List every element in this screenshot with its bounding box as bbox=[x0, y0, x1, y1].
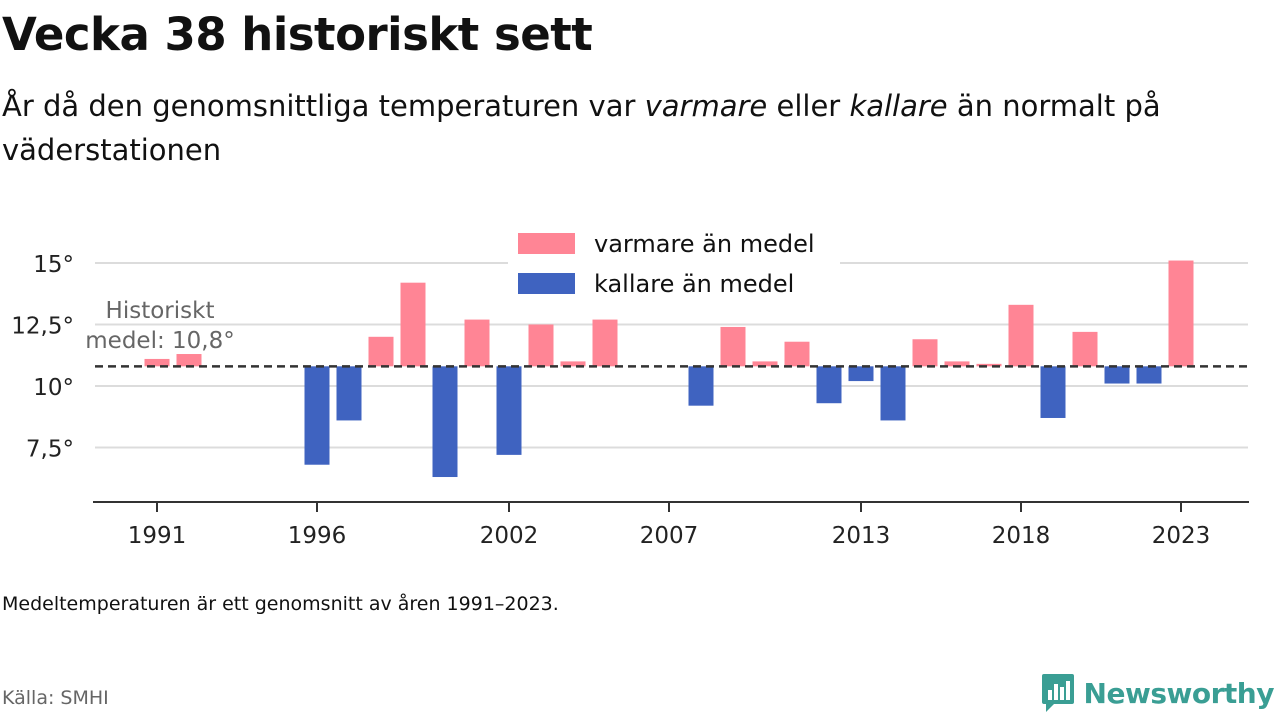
bar-2014 bbox=[880, 366, 906, 421]
legend-warm-swatch bbox=[518, 233, 575, 254]
bar-2020 bbox=[1072, 331, 1098, 367]
x-tick-label: 1991 bbox=[128, 523, 187, 549]
bar-2009 bbox=[720, 326, 746, 367]
bar-2022 bbox=[1136, 366, 1162, 384]
axes: 7,5° 10° 12,5° 15° 1991 1996 2002 2007 2013 2018 2… bbox=[11, 252, 1249, 549]
bar-1998 bbox=[368, 336, 394, 367]
legend-cold-swatch bbox=[518, 273, 575, 294]
footnote: Medeltemperaturen är ett genomsnitt av å… bbox=[2, 593, 559, 615]
x-tick-label: 2007 bbox=[640, 523, 699, 549]
bar-2004 bbox=[560, 361, 586, 367]
baseline-label-line1: Historiskt bbox=[106, 298, 215, 324]
bars bbox=[144, 260, 1194, 478]
baseline-label-line2: medel: 10,8° bbox=[85, 328, 234, 354]
subtitle-cold-word: kallare bbox=[849, 89, 948, 123]
bar-2013 bbox=[848, 366, 874, 382]
bar-2003 bbox=[528, 324, 554, 367]
subtitle-warm-word: varmare bbox=[644, 89, 768, 123]
subtitle-prefix: År då den genomsnittliga temperaturen va… bbox=[2, 89, 645, 123]
subtitle-suffix: än normalt på väderstationen bbox=[2, 89, 1161, 167]
bar-2023 bbox=[1168, 260, 1194, 367]
bar-2019 bbox=[1040, 366, 1066, 418]
bar-1996 bbox=[304, 366, 330, 465]
subtitle-mid: eller bbox=[767, 89, 850, 123]
bar-2021 bbox=[1104, 366, 1130, 384]
x-tick-label: 1996 bbox=[288, 523, 347, 549]
source-label: Källa: SMHI bbox=[2, 687, 109, 709]
bar-2015 bbox=[912, 339, 938, 367]
bar-2018 bbox=[1008, 304, 1034, 367]
bar-1999 bbox=[400, 282, 426, 367]
newsworthy-logo[interactable]: Newsworthy bbox=[1040, 672, 1275, 714]
bar-2008 bbox=[688, 366, 714, 406]
bar-1992 bbox=[176, 354, 202, 367]
legend-cold-label: kallare än medel bbox=[594, 270, 794, 298]
legend: varmare än medel kallare än medel bbox=[508, 220, 840, 308]
bar-2000 bbox=[432, 366, 458, 478]
chart-title: Vecka 38 historiskt sett bbox=[2, 8, 593, 61]
x-tick-label: 2018 bbox=[992, 523, 1051, 549]
x-tick-label: 2023 bbox=[1152, 523, 1211, 549]
baseline-group: Historiskt medel: 10,8° bbox=[83, 296, 1248, 368]
brand-name: Newsworthy bbox=[1083, 676, 1275, 710]
legend-warm-label: varmare än medel bbox=[594, 230, 815, 258]
chart-subtitle: År då den genomsnittliga temperaturen va… bbox=[2, 84, 1222, 172]
bar-2017 bbox=[976, 363, 1002, 367]
bar-2005 bbox=[592, 319, 618, 367]
bar-2016 bbox=[944, 361, 970, 367]
bar-1991 bbox=[144, 358, 170, 367]
bar-2001 bbox=[464, 319, 490, 367]
y-tick-label: 10° bbox=[33, 375, 74, 401]
y-tick-label: 7,5° bbox=[26, 437, 74, 463]
x-tick-label: 2002 bbox=[480, 523, 539, 549]
y-tick-label: 15° bbox=[33, 252, 74, 278]
bar-2011 bbox=[784, 341, 810, 367]
x-tick-label: 2013 bbox=[832, 523, 891, 549]
bar-2010 bbox=[752, 361, 778, 367]
bar-chart-bubble-icon bbox=[1041, 674, 1074, 712]
bar-2002 bbox=[496, 366, 522, 455]
bar-1997 bbox=[336, 366, 362, 421]
y-tick-label: 12,5° bbox=[11, 314, 74, 340]
temperature-bar-chart: Historiskt medel: 10,8° 7,5° 10° 12,5° 15° 19… bbox=[11, 220, 1249, 549]
bar-2012 bbox=[816, 366, 842, 404]
